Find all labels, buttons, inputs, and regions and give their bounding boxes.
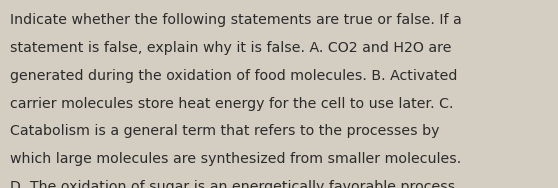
Text: Catabolism is a general term that refers to the processes by: Catabolism is a general term that refers… xyxy=(10,124,440,138)
Text: generated during the oxidation of food molecules. B. Activated: generated during the oxidation of food m… xyxy=(10,69,458,83)
Text: Indicate whether the following statements are true or false. If a: Indicate whether the following statement… xyxy=(10,13,462,27)
Text: which large molecules are synthesized from smaller molecules.: which large molecules are synthesized fr… xyxy=(10,152,461,166)
Text: D. The oxidation of sugar is an energetically favorable process: D. The oxidation of sugar is an energeti… xyxy=(10,180,455,188)
Text: statement is false, explain why it is false. A. CO2 and H2O are: statement is false, explain why it is fa… xyxy=(10,41,451,55)
Text: carrier molecules store heat energy for the cell to use later. C.: carrier molecules store heat energy for … xyxy=(10,97,454,111)
